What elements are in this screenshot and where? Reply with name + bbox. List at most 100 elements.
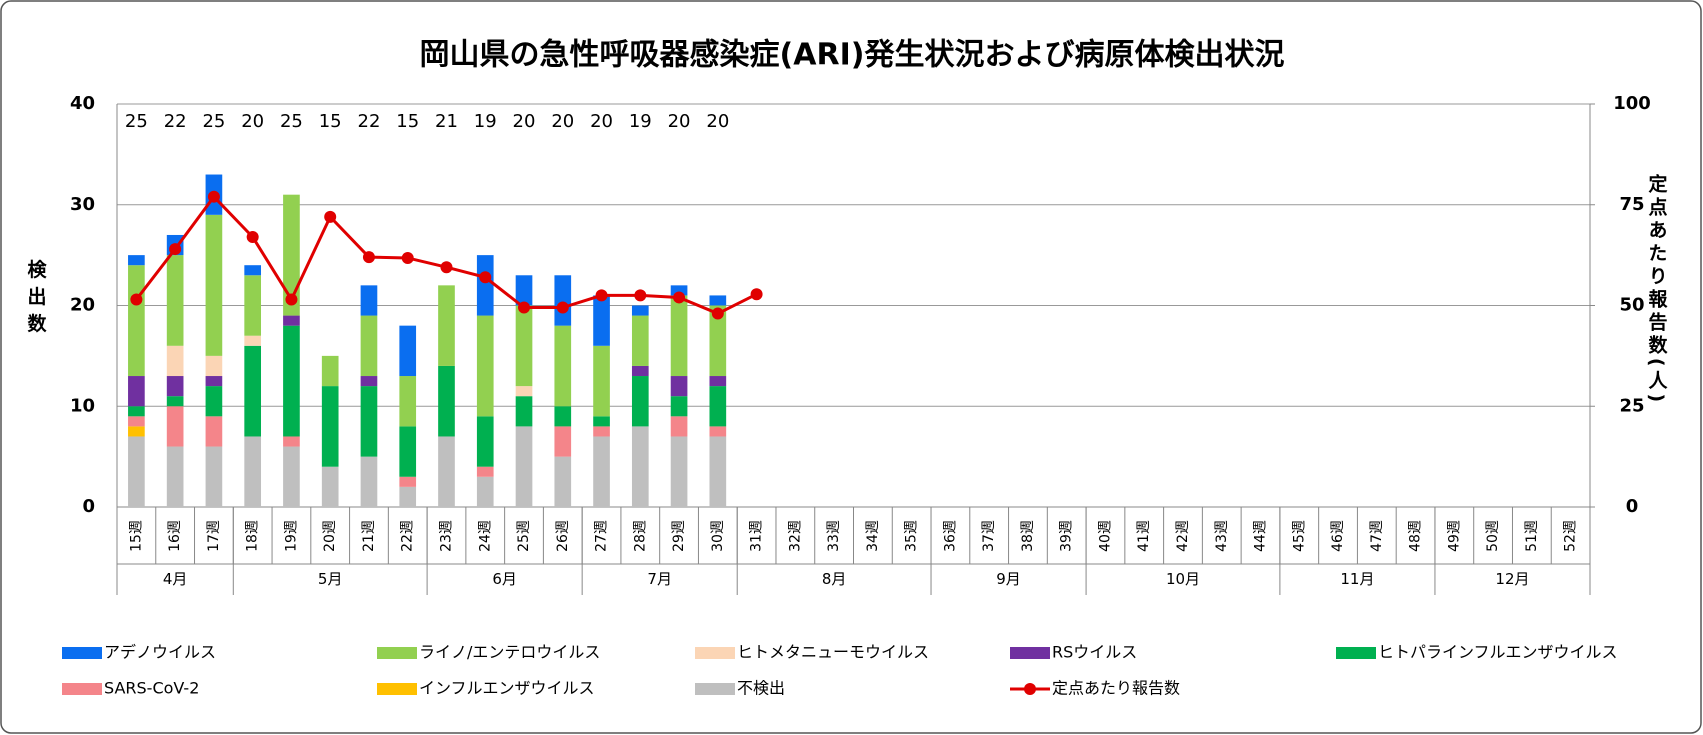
line-marker [246, 230, 259, 243]
x-tick-label: 17週 [206, 520, 222, 552]
bar-segment [515, 275, 533, 306]
bar-segment [166, 345, 184, 377]
bar-segment [399, 325, 417, 377]
x-tick-label: 52週 [1563, 520, 1579, 552]
bar-segment [128, 436, 145, 507]
bar-segment [670, 295, 688, 377]
x-tick-label: 35週 [904, 520, 920, 552]
bar-segment [593, 426, 610, 437]
bar-segment [709, 376, 727, 387]
legend-label: ライノ/エンテロウイルス [419, 643, 600, 662]
bar-segment [709, 295, 727, 306]
bar-segment [631, 315, 649, 366]
x-tick-label: 37週 [981, 520, 997, 552]
x-tick-label: 28週 [632, 520, 648, 552]
bar-segment [128, 426, 145, 437]
x-tick-label: 15週 [128, 520, 144, 552]
bar-segment [166, 406, 184, 447]
x-tick-label: 22週 [400, 520, 416, 552]
bar-segment [593, 436, 610, 507]
bar-segment [438, 285, 455, 366]
y-tick-label: 0 [82, 496, 95, 517]
x-tick-label: 27週 [594, 520, 610, 552]
sample-count-label: 20 [513, 111, 536, 132]
x-tick-label: 19週 [283, 520, 299, 552]
line-marker [324, 210, 337, 223]
sample-count-label: 20 [668, 111, 691, 132]
bar-segment [438, 365, 455, 437]
bar-segment [554, 456, 572, 507]
bar-segment [244, 345, 262, 437]
sample-count-label: 22 [164, 111, 187, 132]
y2-tick-label: 100 [1613, 93, 1651, 114]
line-marker [285, 293, 298, 306]
bar-segment [631, 426, 649, 507]
bar-segment [360, 456, 378, 507]
bar-segment [670, 416, 688, 437]
line-marker [634, 289, 647, 302]
bar-segment [166, 396, 184, 407]
y-tick-label: 40 [70, 93, 95, 114]
sample-count-label: 19 [629, 111, 652, 132]
x-tick-label: 32週 [787, 520, 803, 552]
line-marker [750, 288, 763, 301]
bar-segment [205, 386, 223, 417]
sample-count-label: 15 [396, 111, 419, 132]
line-marker [207, 190, 220, 203]
x-tick-label: 44週 [1253, 520, 1269, 552]
sample-count-label: 15 [319, 111, 342, 132]
sample-count-label: 25 [125, 111, 148, 132]
legend-swatch [695, 647, 735, 659]
bar-segment [205, 355, 223, 377]
bar-segment [399, 486, 417, 507]
month-label: 8月 [822, 570, 847, 588]
bar-segment [670, 285, 688, 296]
legend-swatch [62, 683, 102, 695]
bar-segment [166, 446, 184, 507]
bar-segment [128, 255, 145, 266]
legend-label: ヒトメタニューモウイルス [737, 643, 929, 662]
legend-label: ヒトパラインフルエンザウイルス [1378, 643, 1618, 662]
legend-label: 不検出 [737, 679, 785, 698]
x-tick-label: 46週 [1330, 520, 1346, 552]
line-marker [401, 251, 414, 264]
bar-segment [360, 285, 378, 316]
bar-segment [166, 376, 184, 397]
month-label: 12月 [1495, 570, 1529, 588]
legend-label: 定点あたり報告数 [1052, 679, 1180, 698]
bar-segment [128, 376, 145, 407]
x-tick-label: 45週 [1291, 520, 1307, 552]
y2-tick-label: 75 [1619, 194, 1644, 215]
bar-segment [476, 255, 494, 316]
bar-segment [244, 436, 262, 507]
line-marker [130, 293, 143, 306]
x-tick-label: 36週 [942, 520, 958, 552]
bar-segment [399, 476, 417, 487]
legend-swatch [695, 683, 735, 695]
bar-segment [709, 426, 727, 437]
bar-segment [670, 376, 688, 397]
bar-segment [631, 305, 649, 316]
x-tick-label: 33週 [826, 520, 842, 552]
line-marker [518, 301, 531, 314]
sample-count-label: 25 [280, 111, 303, 132]
bar-segment [670, 436, 688, 507]
legend-marker [1024, 683, 1036, 695]
legend-swatch [1336, 647, 1376, 659]
line-marker [440, 261, 453, 274]
bar-segment [205, 376, 223, 387]
bar-segment [360, 376, 378, 387]
bar-segment [283, 194, 300, 316]
x-tick-label: 48週 [1408, 520, 1424, 552]
bar-segment [244, 275, 262, 336]
bar-segment [593, 295, 610, 346]
bar-segment [631, 365, 649, 377]
bar-segment [283, 315, 300, 326]
x-tick-label: 23週 [438, 520, 454, 552]
bar-segment [515, 426, 533, 507]
sample-count-label: 25 [202, 111, 225, 132]
bar-segment [360, 386, 378, 457]
month-label: 5月 [318, 570, 343, 588]
x-tick-label: 39週 [1059, 520, 1075, 552]
